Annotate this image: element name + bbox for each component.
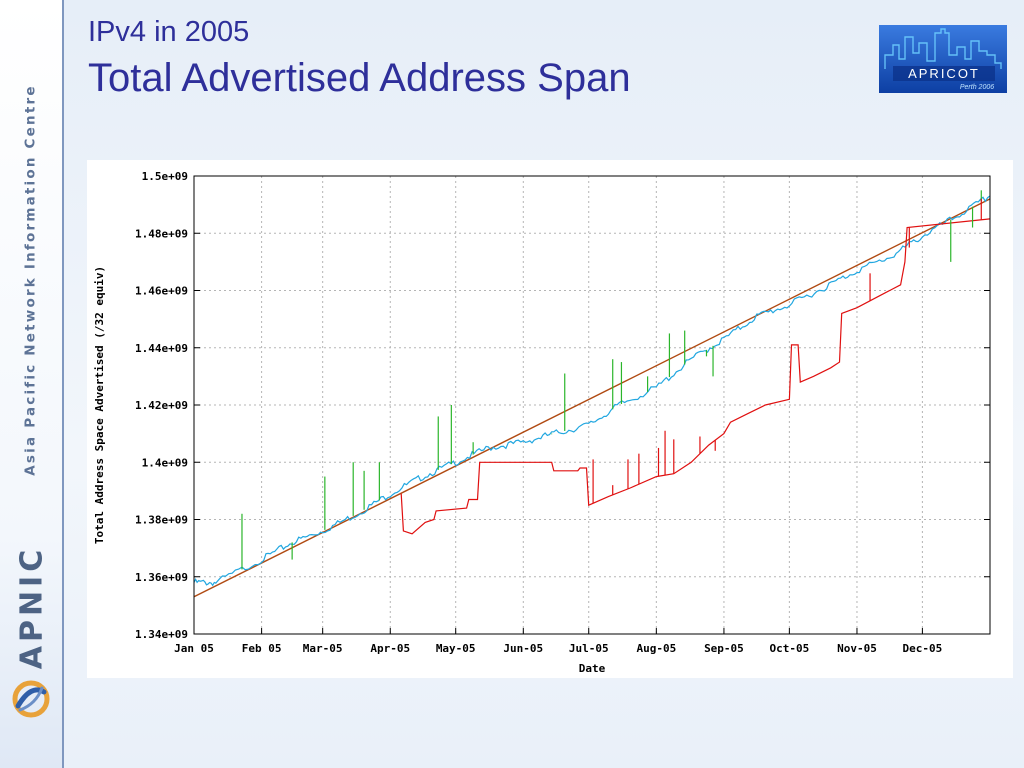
apricot-logo-subtitle: Perth 2006 <box>960 84 994 91</box>
x-tick-label: Jan 05 <box>174 642 214 655</box>
y-tick-label: 1.36e+09 <box>135 571 188 584</box>
apricot-logo-title: APRICOT <box>908 66 980 81</box>
slide-title: Total Advertised Address Span <box>88 56 631 100</box>
x-tick-label: Dec-05 <box>903 642 943 655</box>
x-tick-label: May-05 <box>436 642 476 655</box>
x-tick-label: Mar-05 <box>303 642 343 655</box>
chart-ticks: 1.34e+09 1.36e+09 1.38e+09 1.4e+09 1.42e+09 1… <box>135 170 990 655</box>
x-tick-label: Apr-05 <box>370 642 410 655</box>
x-axis-label: Date <box>579 662 606 675</box>
chart-grid <box>193 175 990 635</box>
series-line-1 <box>193 195 991 587</box>
x-tick-label: Sep-05 <box>704 642 744 655</box>
sidebar-org-name: Asia Pacific Network Information Centre <box>21 84 41 475</box>
x-tick-label: Nov-05 <box>837 642 877 655</box>
chart-series <box>193 190 991 598</box>
chart-panel: 1.34e+09 1.36e+09 1.38e+09 1.4e+09 1.42e+09 1… <box>87 160 1013 678</box>
city-skyline-icon <box>884 28 1002 69</box>
y-tick-label: 1.5e+09 <box>142 170 188 183</box>
y-tick-label: 1.38e+09 <box>135 514 188 527</box>
address-span-chart: 1.34e+09 1.36e+09 1.38e+09 1.4e+09 1.42e+09 1… <box>93 170 991 675</box>
sidebar-apnic-word: APNIC <box>12 545 52 670</box>
x-tick-label: Feb 05 <box>242 642 282 655</box>
apricot-logo: APRICOT Perth 2006 <box>879 25 1007 93</box>
x-tick-label: Oct-05 <box>769 642 809 655</box>
x-tick-label: Aug-05 <box>636 642 676 655</box>
apnic-wordmark: APNIC <box>14 545 50 670</box>
x-tick-label: Jun-05 <box>503 642 543 655</box>
series-line-0 <box>193 198 991 598</box>
y-tick-label: 1.48e+09 <box>135 227 188 240</box>
apnic-swirl-icon <box>12 680 50 718</box>
y-tick-label: 1.46e+09 <box>135 285 188 298</box>
y-tick-label: 1.4e+09 <box>142 456 188 469</box>
y-axis-label: Total Address Space Advertised (/32 equi… <box>93 266 106 544</box>
x-tick-label: Jul-05 <box>569 642 609 655</box>
slide-subtitle: IPv4 in 2005 <box>88 16 250 48</box>
series-line-2 <box>400 218 991 535</box>
y-tick-label: 1.42e+09 <box>135 399 188 412</box>
sidebar-org-label: Asia Pacific Network Information Centre <box>23 84 40 476</box>
sidebar-band: Asia Pacific Network Information Centre … <box>0 0 64 768</box>
y-tick-label: 1.34e+09 <box>135 628 188 641</box>
y-tick-label: 1.44e+09 <box>135 342 188 355</box>
